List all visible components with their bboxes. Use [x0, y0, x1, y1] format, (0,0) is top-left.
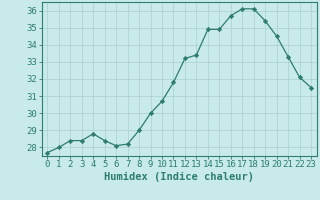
X-axis label: Humidex (Indice chaleur): Humidex (Indice chaleur) — [104, 172, 254, 182]
